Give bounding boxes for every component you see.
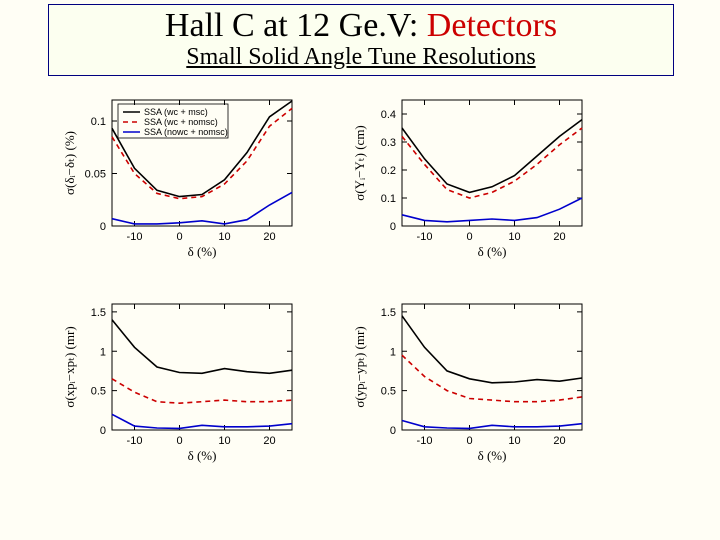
x-tick-label: 20 xyxy=(553,231,565,243)
panel-tl: -10 0 10 20 δ (%) 0 0.05 0.1 σ(δᵢ−δₜ) (%) SSA (wc… xyxy=(62,100,292,259)
x-tick-label: 0 xyxy=(466,435,472,447)
y-tick-label: 0.05 xyxy=(85,169,106,181)
y-tick-label: 0 xyxy=(100,221,106,233)
y-tick-label: 0.1 xyxy=(381,193,396,205)
y-axis-label: σ(xpᵢ−xpₜ) (mr) xyxy=(62,326,77,407)
title-text-red: Detectors xyxy=(427,7,557,44)
y-tick-label: 1 xyxy=(390,346,396,358)
series-black xyxy=(112,320,292,374)
title-text-black: Hall C at 12 Ge.V: xyxy=(165,7,427,44)
panel-bl: -10 0 10 20 δ (%) 0 0.5 1 1.5 σ(xpᵢ−xpₜ) (mr) xyxy=(62,304,292,463)
y-tick-label: 0.5 xyxy=(381,386,396,398)
title-main: Hall C at 12 Ge.V: Detectors xyxy=(49,7,673,44)
x-tick-label: 10 xyxy=(508,435,520,447)
y-tick-label: 0.4 xyxy=(381,109,396,121)
y-tick-label: 0 xyxy=(100,425,106,437)
y-tick-label: 1 xyxy=(100,346,106,358)
charts-svg: -1001020δ (%)00.050.1σ(δᵢ−δₜ) (%)SSA (wc… xyxy=(60,92,660,522)
x-axis-label: δ (%) xyxy=(478,244,507,259)
x-tick-label: 0 xyxy=(176,435,182,447)
x-axis-label: δ (%) xyxy=(188,448,217,463)
legend-label: SSA (wc + nomsc) xyxy=(144,117,218,127)
title-box: Hall C at 12 Ge.V: Detectors Small Solid… xyxy=(48,4,674,76)
series-blue xyxy=(402,421,582,429)
plot-frame xyxy=(112,304,292,430)
x-tick-label: 10 xyxy=(508,231,520,243)
panel-br: -10 0 10 20 δ (%) 0 0.5 1 1.5 σ(ypᵢ−ypₜ) (mr) xyxy=(352,304,582,463)
y-tick-label: 0 xyxy=(390,221,396,233)
series-black xyxy=(402,316,582,383)
y-tick-label: 0.2 xyxy=(381,165,396,177)
title-subtitle: Small Solid Angle Tune Resolutions xyxy=(49,44,673,71)
x-tick-label: 0 xyxy=(466,231,472,243)
y-axis-label: σ(ypᵢ−ypₜ) (mr) xyxy=(352,326,367,407)
y-tick-label: 1.5 xyxy=(91,307,106,319)
x-tick-label: -10 xyxy=(417,231,433,243)
x-tick-label: 10 xyxy=(218,231,230,243)
x-tick-label: -10 xyxy=(127,231,143,243)
y-tick-label: 1.5 xyxy=(381,307,396,319)
y-tick-label: 0.5 xyxy=(91,386,106,398)
x-axis-label: δ (%) xyxy=(478,448,507,463)
x-tick-label: 20 xyxy=(263,231,275,243)
y-axis-label: σ(Yᵢ−Yₜ) (cm) xyxy=(352,125,367,201)
plot-frame xyxy=(402,304,582,430)
legend-label: SSA (nowc + nomsc) xyxy=(144,127,228,137)
x-tick-label: 10 xyxy=(218,435,230,447)
x-axis-label: δ (%) xyxy=(188,244,217,259)
x-tick-label: 20 xyxy=(263,435,275,447)
x-tick-label: 0 xyxy=(176,231,182,243)
series-red xyxy=(402,355,582,402)
y-axis-label: σ(δᵢ−δₜ) (%) xyxy=(62,131,77,195)
x-tick-label: -10 xyxy=(127,435,143,447)
x-tick-label: 20 xyxy=(553,435,565,447)
series-blue xyxy=(112,414,292,428)
series-black xyxy=(402,120,582,193)
legend-label: SSA (wc + msc) xyxy=(144,107,208,117)
slide: Hall C at 12 Ge.V: Detectors Small Solid… xyxy=(0,0,720,540)
x-tick-label: -10 xyxy=(417,435,433,447)
y-tick-label: 0.3 xyxy=(381,137,396,149)
series-red xyxy=(112,379,292,403)
y-tick-label: 0 xyxy=(390,425,396,437)
series-blue xyxy=(402,198,582,222)
y-tick-label: 0.1 xyxy=(91,116,106,128)
chart-grid: -1001020δ (%)00.050.1σ(δᵢ−δₜ) (%)SSA (wc… xyxy=(60,92,660,522)
panel-tr: -10 0 10 20 δ (%) 0 0.1 0.2 0.3 0.4 σ(Yᵢ−Yₜ) (cm) xyxy=(352,100,582,259)
